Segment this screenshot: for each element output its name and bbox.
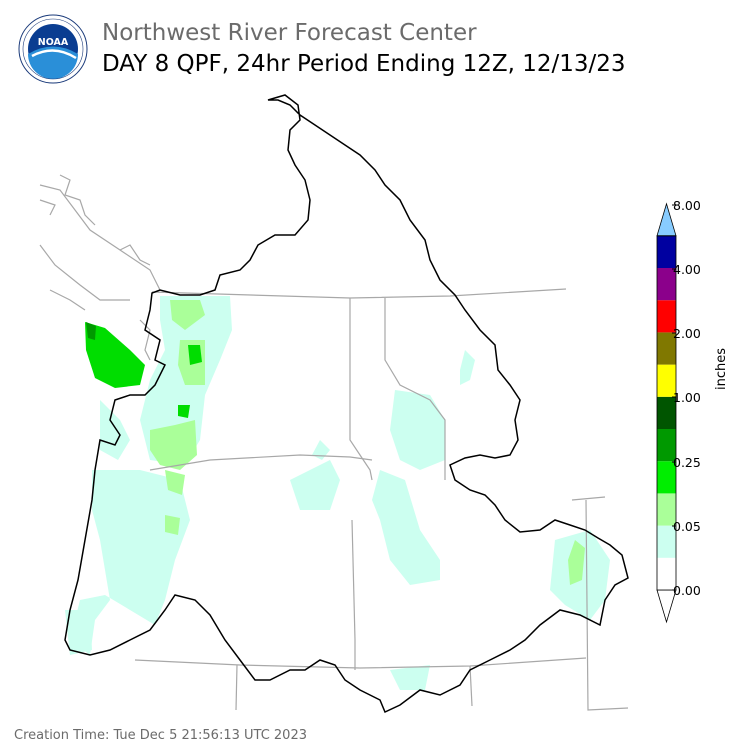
colorbar-tick-label: 0.05 <box>673 519 701 534</box>
colorbar-tick-label: 2.00 <box>673 326 701 341</box>
colorbar-ticks <box>672 204 676 591</box>
colorbar-segment <box>657 557 676 590</box>
colorbar-segment <box>657 364 676 397</box>
noaa-logo: NOAA <box>18 14 88 84</box>
colorbar-unit-label: inches <box>714 347 729 390</box>
colorbar-segment <box>657 429 676 462</box>
colorbar-segments <box>656 202 677 624</box>
colorbar-tick-label: 1.00 <box>673 390 701 405</box>
colorbar-segment <box>657 396 676 429</box>
colorbar-segment <box>657 493 676 526</box>
creation-time: Creation Time: Tue Dec 5 21:56:13 UTC 20… <box>14 728 307 743</box>
page-title: Northwest River Forecast Center <box>102 20 477 46</box>
colorbar-tick-label: 8.00 <box>673 198 701 213</box>
noaa-logo-text: NOAA <box>38 37 69 48</box>
colorbar-segment <box>657 332 676 365</box>
colorbar-segment <box>657 300 676 333</box>
colorbar-outline <box>656 235 677 591</box>
colorbar-segment <box>657 525 676 558</box>
qpf-heavy-areas <box>86 322 96 340</box>
qpf-moderate-areas <box>85 322 202 418</box>
qpf-trace-areas <box>65 296 610 690</box>
colorbar-segment <box>657 235 676 268</box>
political-boundaries <box>39 174 629 711</box>
colorbar-tick-label: 4.00 <box>673 262 701 277</box>
colorbar-tick-label: 0.25 <box>673 455 701 470</box>
colorbar-segment <box>657 461 676 494</box>
product-title: DAY 8 QPF, 24hr Period Ending 12Z, 12/13… <box>102 51 626 77</box>
colorbar-segment <box>657 268 676 301</box>
colorbar <box>656 202 677 624</box>
basin-outline <box>64 94 629 714</box>
colorbar-tick-label: 0.00 <box>673 583 701 598</box>
